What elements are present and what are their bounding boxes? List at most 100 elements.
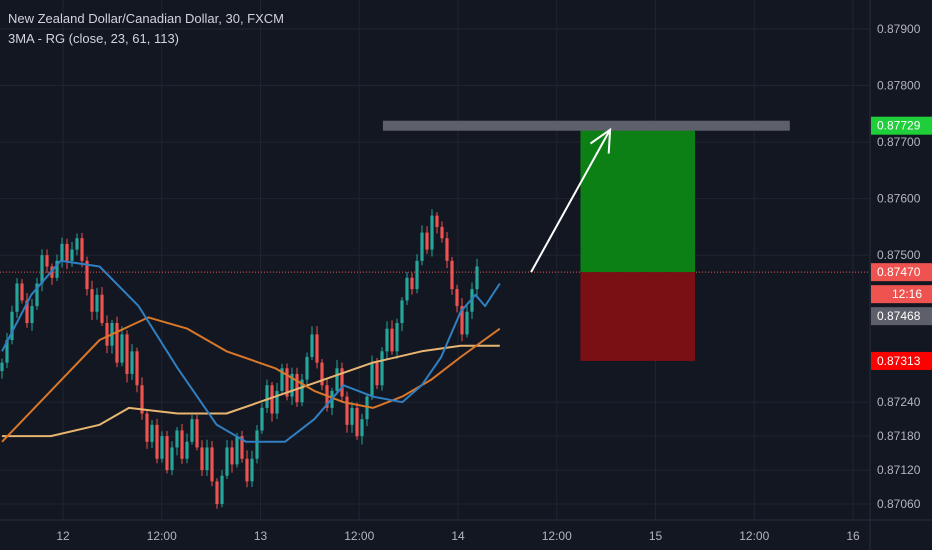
- candle: [225, 440, 229, 480]
- price-tag-bg: [871, 116, 932, 135]
- candle-body: [260, 407, 264, 431]
- price-tick-label: 0.87900: [877, 22, 921, 36]
- price-tag-label: 0.87313: [877, 354, 921, 368]
- candle: [460, 297, 464, 342]
- resistance-line: [382, 120, 790, 131]
- candle: [345, 391, 349, 433]
- ma-slow-line: [2, 344, 500, 438]
- candle-body: [20, 283, 24, 301]
- candle: [420, 225, 424, 266]
- candle-body: [425, 232, 429, 250]
- candle: [455, 284, 459, 313]
- candle-body: [470, 289, 474, 312]
- candle-body: [220, 475, 224, 504]
- candle-body: [70, 249, 74, 261]
- price-tag-bg: [871, 307, 932, 326]
- candle: [475, 258, 479, 296]
- candle-body: [125, 334, 129, 374]
- candle: [425, 226, 429, 254]
- price-tick-label: 0.87600: [877, 192, 921, 206]
- candle: [390, 320, 394, 355]
- time-tick-label: 13: [254, 529, 268, 543]
- candle: [20, 279, 24, 304]
- candle: [90, 280, 94, 321]
- candle: [45, 249, 49, 274]
- candles: [0, 209, 479, 509]
- candle: [170, 441, 174, 476]
- candle-body: [170, 447, 174, 471]
- price-tag-label: 0.87470: [877, 265, 921, 279]
- candle-body: [375, 362, 379, 386]
- candle-body: [0, 362, 4, 372]
- candle: [385, 321, 389, 359]
- price-tags: 0.87729 0.87470 12:16 0.87468 0.87313: [871, 116, 932, 370]
- candle-body: [335, 368, 339, 391]
- candle-body: [475, 266, 479, 290]
- candle: [160, 431, 164, 463]
- target-zone: [580, 125, 695, 273]
- candle: [290, 367, 294, 405]
- candle: [275, 382, 279, 419]
- candle-body: [435, 215, 439, 227]
- price-tick-label: 0.87240: [877, 395, 921, 409]
- time-tick-label: 12:00: [344, 529, 374, 543]
- candle-body: [290, 373, 294, 397]
- candle-body: [255, 430, 259, 459]
- drawing-overlays: [0, 120, 870, 361]
- price-tag-bg: [871, 351, 932, 370]
- price-axis-ticks: 0.87900 0.87800 0.87700 0.87600 0.87500 0.872…: [877, 22, 921, 511]
- candle-body: [385, 328, 389, 352]
- candle-body: [165, 436, 169, 471]
- candle-body: [275, 390, 279, 414]
- candle: [440, 221, 444, 243]
- candle: [150, 420, 154, 448]
- candle: [35, 277, 39, 311]
- candle-body: [60, 243, 64, 261]
- candle: [125, 330, 129, 383]
- candle: [465, 305, 469, 338]
- arrow-shaft: [530, 129, 611, 273]
- candle: [285, 363, 289, 401]
- time-tick-label: 16: [846, 529, 860, 543]
- candle: [300, 373, 304, 407]
- candle: [200, 440, 204, 476]
- candle: [10, 305, 14, 345]
- time-tick-label: 12:00: [542, 529, 572, 543]
- candle: [445, 232, 449, 269]
- candle-body: [280, 368, 284, 391]
- candle-body: [450, 260, 454, 290]
- arrow-head: [589, 127, 612, 154]
- candle: [220, 470, 224, 508]
- candle: [80, 233, 84, 268]
- candle: [470, 282, 474, 319]
- candle-body: [455, 289, 459, 307]
- candle-body: [185, 441, 189, 459]
- candle-body: [190, 419, 194, 442]
- candle: [30, 298, 34, 331]
- candle-body: [410, 277, 414, 290]
- candle-body: [155, 424, 159, 459]
- candle-body: [265, 385, 269, 408]
- candle: [115, 316, 119, 368]
- candle: [65, 238, 69, 269]
- candle-body: [340, 368, 344, 397]
- candle-body: [145, 413, 149, 442]
- price-tag-label: 0.87729: [877, 119, 921, 133]
- candle-body: [245, 458, 249, 482]
- candle-body: [140, 385, 144, 414]
- candle-body: [130, 351, 134, 374]
- candle: [60, 237, 64, 268]
- candle: [315, 326, 319, 369]
- candle-body: [160, 436, 164, 459]
- price-tag: 0.87468: [871, 307, 932, 326]
- candle-body: [80, 238, 84, 261]
- candle-body: [310, 334, 314, 357]
- candle: [85, 256, 89, 296]
- price-tag-bg: [871, 263, 932, 282]
- candle: [380, 347, 384, 391]
- candle: [155, 418, 159, 464]
- candle-body: [120, 334, 124, 363]
- candle-body: [40, 255, 44, 284]
